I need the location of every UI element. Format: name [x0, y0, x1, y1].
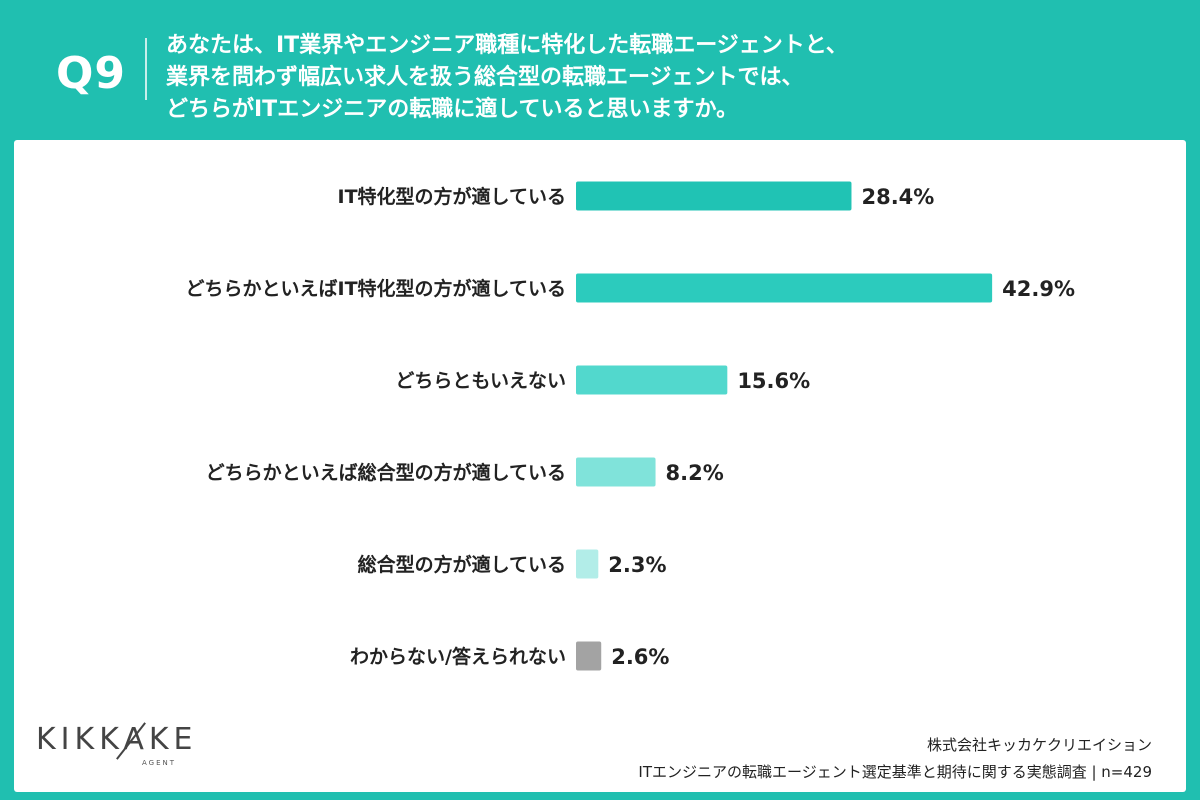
category-label: わからない/答えられない — [350, 645, 566, 668]
value-label: 2.3% — [608, 553, 666, 577]
category-label: IT特化型の方が適している — [338, 185, 566, 208]
value-label: 28.4% — [861, 185, 934, 209]
footer-survey: ITエンジニアの転職エージェント選定基準と期待に関する実態調査 | n=429 — [638, 763, 1152, 781]
category-label: どちらともいえない — [395, 370, 566, 392]
question-header: Q9 あなたは、IT業界やエンジニア職種に特化した転職エージェントと、 業界を問… — [0, 0, 1200, 130]
footer-company: 株式会社キッカケクリエイション — [926, 736, 1152, 754]
bar — [576, 641, 602, 671]
question-number: Q9 — [56, 48, 127, 99]
bar — [576, 273, 993, 303]
chart-panel: IT特化型の方が適している 28.4% どちらかといえばIT特化型の方が適している 4… — [14, 140, 1186, 792]
category-label: どちらかといえば総合型の方が適している — [206, 461, 566, 484]
category-label: どちらかといえばIT特化型の方が適している — [186, 277, 566, 300]
value-label: 2.6% — [611, 645, 669, 669]
bar — [576, 549, 599, 579]
bar — [576, 181, 852, 211]
value-label: 8.2% — [666, 461, 724, 485]
value-label: 15.6% — [737, 369, 810, 393]
category-label: 総合型の方が適している — [358, 553, 566, 576]
header-divider — [145, 38, 147, 100]
footer-credits: 株式会社キッカケクリエイション ITエンジニアの転職エージェント選定基準と期待に… — [638, 732, 1152, 786]
value-label: 42.9% — [1002, 277, 1075, 301]
kikkake-logo: KIKKAKE AGENT — [36, 722, 216, 772]
question-line-1: あなたは、IT業界やエンジニア職種に特化した転職エージェントと、 — [166, 33, 848, 58]
logo-subtext: AGENT — [142, 759, 177, 767]
question-line-3: どちらがITエンジニアの転職に適していると思いますか。 — [166, 97, 739, 122]
question-line-2: 業界を問わず幅広い求人を扱う総合型の転職エージェントでは、 — [166, 65, 804, 90]
bar-chart: IT特化型の方が適している 28.4% どちらかといえばIT特化型の方が適している 4… — [186, 181, 1075, 671]
question-text: あなたは、IT業界やエンジニア職種に特化した転職エージェントと、 業界を問わず幅… — [166, 30, 1176, 126]
logo-wordmark: KIKKAKE — [36, 722, 198, 757]
bar — [576, 457, 656, 487]
bar — [576, 365, 728, 395]
